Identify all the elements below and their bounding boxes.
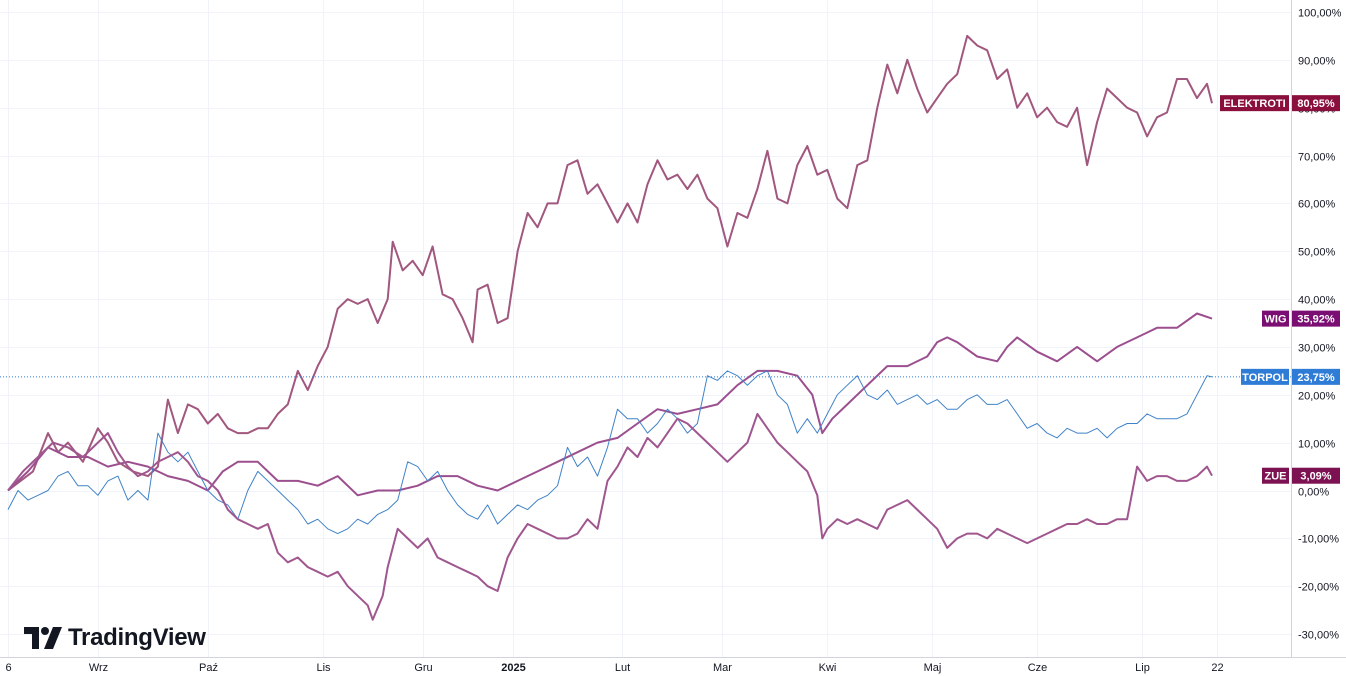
y-tick-label: 50,00% — [1298, 247, 1336, 259]
series-value-label: 35,92% — [1297, 314, 1335, 326]
x-tick-label: Lip — [1135, 662, 1150, 674]
y-tick-label: 60,00% — [1298, 199, 1336, 211]
y-tick-label: -30,00% — [1298, 630, 1339, 642]
series-value-label: 23,75% — [1297, 372, 1335, 384]
y-tick-label: 10,00% — [1298, 439, 1336, 451]
series-value-tag-wig — [1292, 310, 1340, 327]
x-tick-label: Paź — [199, 662, 218, 674]
y-tick-label: 90,00% — [1298, 56, 1336, 68]
x-tick-label: Lut — [615, 662, 630, 674]
series-name-label: WIG — [1265, 314, 1287, 326]
series-value-tag-elektroti — [1292, 95, 1340, 112]
x-tick-label: Cze — [1028, 662, 1048, 674]
series-name-label: ELEKTROTI — [1223, 98, 1285, 110]
series-line-elektroti — [7, 34, 1213, 492]
x-tick-label: Kwi — [819, 662, 837, 674]
series-line-wig — [7, 312, 1213, 497]
series-name-tag-zue — [1262, 467, 1289, 484]
y-tick-label: -20,00% — [1298, 582, 1339, 594]
y-tick-label: 30,00% — [1298, 343, 1336, 355]
y-tick-label: 40,00% — [1298, 295, 1336, 307]
series-value-label: 3,09% — [1300, 471, 1331, 483]
y-tick-label: 0,00% — [1298, 487, 1329, 499]
time-axis[interactable]: 6 Wrz Paź Lis Gru 2025 Lut Mar Kwi Maj Cze Lip 22 — [5, 662, 1223, 674]
x-tick-label: Maj — [924, 662, 942, 674]
series-tags: ELEKTROTI 80,95% WIG 35,92% TORPOL 23,75% ZUE 3… — [1220, 95, 1340, 484]
x-tick-label: 6 — [5, 662, 11, 674]
series-line-torpol — [7, 370, 1213, 535]
series-value-tag-torpol — [1292, 368, 1340, 385]
tradingview-logo-icon — [24, 627, 62, 649]
series-name-label: TORPOL — [1242, 372, 1288, 384]
series-line-zue — [7, 412, 1213, 621]
x-tick-label: 2025 — [501, 662, 525, 674]
price-axis[interactable]: 100,00%90,00%80,00%70,00%60,00%50,00%40,… — [1298, 8, 1342, 642]
series-name-tag-elektroti — [1220, 95, 1289, 112]
y-tick-label: 100,00% — [1298, 8, 1342, 20]
series-value-label: 80,95% — [1297, 98, 1335, 110]
series-name-label: ZUE — [1265, 471, 1287, 483]
x-tick-label: Lis — [316, 662, 331, 674]
grid-lines — [0, 0, 1291, 657]
y-tick-label: 70,00% — [1298, 152, 1336, 164]
x-tick-label: 22 — [1211, 662, 1223, 674]
series-name-tag-torpol — [1241, 368, 1289, 385]
series-name-tag-wig — [1262, 310, 1289, 327]
series-lines — [0, 34, 1291, 621]
y-tick-label: -10,00% — [1298, 534, 1339, 546]
x-tick-label: Wrz — [89, 662, 108, 674]
tradingview-logo[interactable]: TradingView — [24, 624, 206, 652]
y-tick-label: 20,00% — [1298, 391, 1336, 403]
series-value-tag-zue — [1292, 467, 1340, 484]
tradingview-logo-text: TradingView — [68, 624, 206, 651]
x-tick-label: Gru — [414, 662, 432, 674]
x-tick-label: Mar — [713, 662, 732, 674]
